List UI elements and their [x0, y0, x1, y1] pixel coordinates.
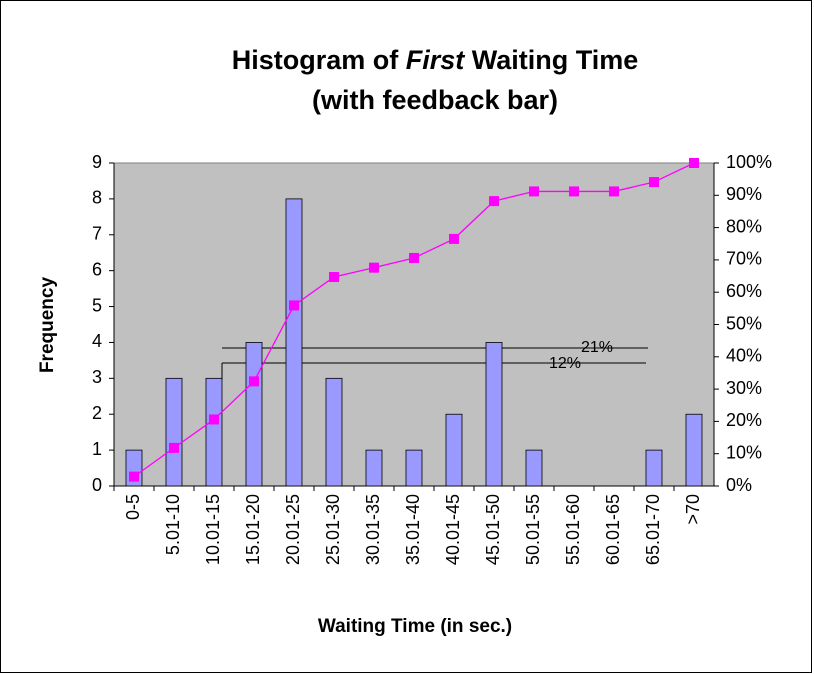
bar	[685, 413, 703, 487]
x-tick-label: 45.01-50	[483, 494, 503, 565]
x-tick-label: 10.01-15	[203, 494, 223, 565]
plot-area	[113, 162, 715, 487]
line-marker	[529, 186, 539, 197]
line-marker	[409, 252, 419, 263]
line-marker	[609, 186, 619, 197]
title-part: First	[406, 45, 466, 75]
y2-tick-label: 40%	[726, 346, 762, 366]
x-tick-label: 55.01-60	[563, 494, 583, 565]
bar	[645, 449, 663, 487]
line-marker	[689, 158, 699, 168]
x-tick-label: 15.01-20	[243, 494, 263, 565]
y2-tick-label: 80%	[726, 216, 762, 236]
line-marker	[569, 186, 579, 197]
bar	[525, 449, 543, 487]
line-marker	[249, 376, 259, 387]
x-tick-label: 40.01-45	[443, 494, 463, 565]
chart-title: (with feedback bar)	[312, 85, 558, 115]
line-marker	[649, 177, 659, 188]
y-tick-label: 5	[92, 295, 102, 315]
y-tick-label: 1	[92, 439, 102, 459]
x-tick-label: 60.01-65	[603, 494, 623, 565]
title-part: Histogram of	[232, 45, 400, 75]
y2-tick-label: 30%	[726, 378, 762, 398]
line-marker	[289, 300, 299, 311]
bar	[485, 342, 503, 487]
y-axis-title: Frequency	[37, 277, 58, 374]
y2-tick-label: 20%	[726, 410, 762, 430]
y-tick-label: 6	[92, 259, 102, 279]
bar	[285, 198, 303, 487]
bar	[165, 377, 183, 487]
y2-tick-label: 50%	[726, 313, 762, 333]
line-marker	[369, 262, 379, 273]
line-marker	[129, 471, 139, 482]
x-axis-title: Waiting Time (in sec.)	[318, 616, 512, 637]
x-tick-label: >70	[683, 494, 703, 525]
line-marker	[489, 196, 499, 207]
y2-tick-label: 90%	[726, 184, 762, 204]
bar	[245, 342, 263, 487]
line-marker	[329, 272, 339, 283]
y2-tick-label: 10%	[726, 442, 762, 462]
y2-tick-label: 70%	[726, 249, 762, 269]
y-tick-label: 4	[92, 331, 102, 351]
line-marker	[169, 442, 179, 453]
x-tick-label: 5.01-10	[163, 494, 183, 555]
y2-tick-label: 0%	[726, 475, 752, 495]
y-tick-label: 0	[92, 475, 102, 495]
y2-tick-label: 100%	[726, 152, 772, 172]
x-tick-label: 35.01-40	[403, 494, 423, 565]
bar	[405, 449, 423, 487]
bar	[445, 413, 463, 487]
chart-title: Histogram of First Waiting Time	[232, 45, 639, 75]
bar	[365, 449, 383, 487]
x-tick-label: 0-5	[123, 494, 143, 520]
bar	[205, 377, 223, 487]
y-tick-label: 3	[92, 367, 102, 387]
x-tick-label: 25.01-30	[323, 494, 343, 565]
y-tick-label: 9	[92, 152, 102, 172]
y-tick-label: 2	[92, 403, 102, 423]
bar	[325, 377, 343, 487]
line-marker	[209, 414, 219, 425]
x-tick-label: 30.01-35	[363, 494, 383, 565]
title-part: Waiting Time	[472, 45, 639, 75]
annotation: 21%	[581, 339, 613, 356]
x-tick-label: 20.01-25	[283, 494, 303, 565]
x-tick-label: 65.01-70	[643, 494, 663, 565]
y-tick-label: 7	[92, 224, 102, 244]
x-tick-label: 50.01-55	[523, 494, 543, 565]
y2-tick-label: 60%	[726, 281, 762, 301]
line-marker	[449, 233, 459, 244]
annotation: 12%	[549, 355, 581, 372]
y-tick-label: 8	[92, 188, 102, 208]
